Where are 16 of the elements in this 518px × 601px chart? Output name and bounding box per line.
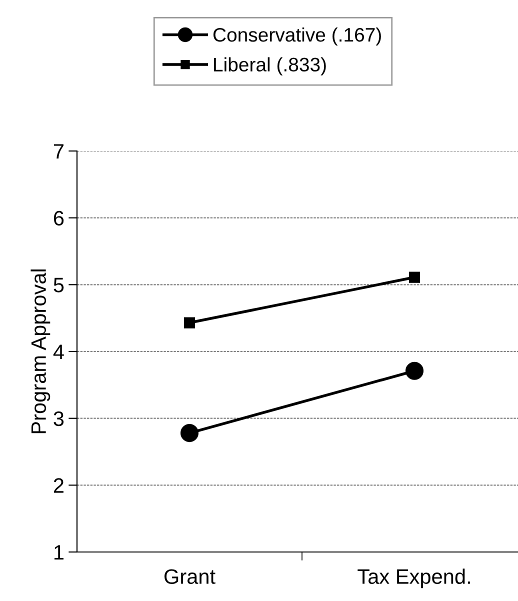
point [184, 317, 196, 328]
legend-label: Conservative (.167) [213, 27, 381, 46]
y-axis-title: Program Approval [30, 270, 50, 434]
y-tick-label: 7 [54, 144, 64, 159]
y-tick-label: 1 [54, 545, 64, 560]
point [180, 424, 199, 442]
y-tick-label: 6 [54, 210, 64, 226]
legend-label: Liberal (.833) [214, 57, 326, 76]
point [405, 362, 424, 380]
y-tick-label: 5 [54, 278, 64, 292]
y-tick-label: 4 [53, 344, 64, 360]
x-tick-label: Tax Expend. [358, 568, 470, 588]
y-tick-label: 3 [54, 411, 64, 426]
y-tick-label: 2 [54, 478, 64, 493]
x-tick-label: Grant [164, 569, 216, 584]
point [408, 272, 420, 283]
